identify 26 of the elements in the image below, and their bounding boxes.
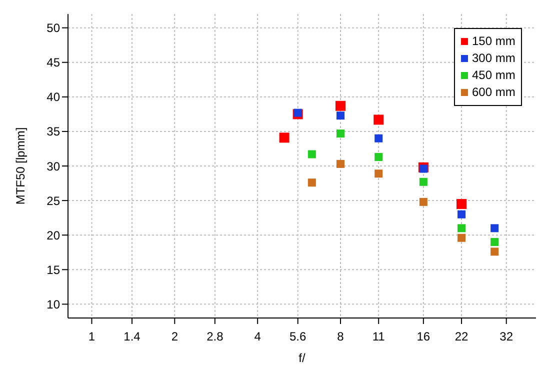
x-tick-label: 8 <box>337 330 344 344</box>
y-tick-label: 35 <box>46 124 60 139</box>
x-tick-label: 2 <box>171 330 178 344</box>
y-tick-label: 30 <box>46 159 60 174</box>
x-tick-label: 11 <box>372 330 386 344</box>
y-tick-label: 50 <box>46 21 60 36</box>
legend-label: 450 mm <box>472 67 516 84</box>
y-tick-label: 20 <box>46 228 60 242</box>
legend-label: 600 mm <box>472 84 516 101</box>
x-tick-label: 1.4 <box>124 330 141 344</box>
x-tick-label: 32 <box>500 330 514 344</box>
x-axis-title: f/ <box>298 351 306 365</box>
y-tick-label: 15 <box>46 262 60 277</box>
legend-label: 300 mm <box>472 50 516 67</box>
x-tick-label: 22 <box>454 330 469 344</box>
y-axis-title: MTF50 [lpmm] <box>13 127 28 205</box>
x-tick-label: 4 <box>254 330 262 344</box>
y-tick-label: 45 <box>46 56 60 70</box>
x-tick-label: 16 <box>416 330 430 344</box>
x-tick-label: 2.8 <box>206 330 224 344</box>
y-tick-label: 10 <box>46 297 60 312</box>
y-tick-label: 40 <box>46 90 60 104</box>
x-tick-label: 1 <box>88 330 96 344</box>
legend-label: 150 mm <box>472 33 516 50</box>
y-tick-label: 25 <box>46 194 60 208</box>
x-tick-label: 5.6 <box>289 330 306 344</box>
